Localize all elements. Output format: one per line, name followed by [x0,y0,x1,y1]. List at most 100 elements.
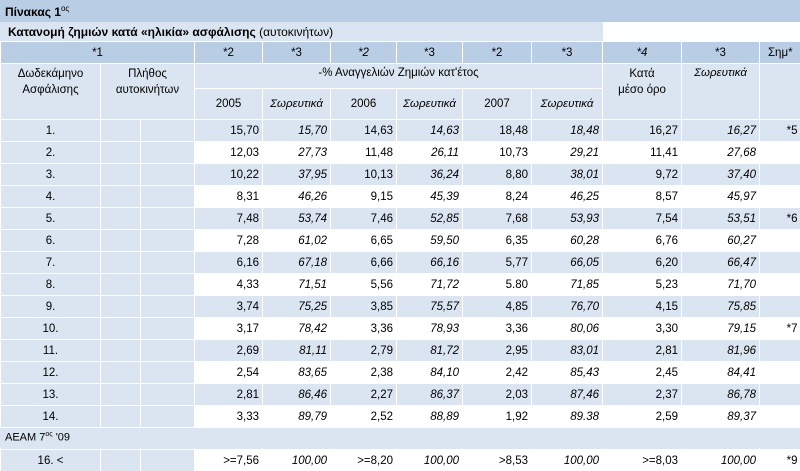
count-cell-b [141,340,195,362]
cum-2007: 76,70 [532,296,603,318]
note-cell [760,252,800,274]
age-cell: 7. [1,252,101,274]
cum-cell: 66,47 [682,252,760,274]
table-subtitle-bold: Κατανομή ζημιών κατά «ηλικία» ασφάλισης [8,25,256,39]
value-2005: 2,69 [195,340,263,362]
cum-2006: 26,11 [397,142,463,164]
count-header-line2: αυτοκινήτων [104,82,191,98]
cum-2005: 81,11 [263,340,331,362]
age-cell: 5. [1,208,101,230]
note-cell [760,142,800,164]
year-2007-cum: Σωρευτικά [532,89,603,120]
cum-2006: 45,39 [397,186,463,208]
value-2007: 6,35 [463,230,532,252]
count-cell-a [101,406,141,428]
note-cell: *5 [760,120,800,142]
mark-cell: *3 [682,42,760,64]
note-cell [760,164,800,186]
avg-header-line1: Κατά [606,66,678,82]
avg-cell: 2,37 [603,384,682,406]
cum-cell: 37,40 [682,164,760,186]
cum-cell: 53,51 [682,208,760,230]
footer-sup: ος [45,431,52,438]
mark-cell: *2 [463,42,532,64]
cum-2007: 53,93 [532,208,603,230]
value-2005: 6,16 [195,252,263,274]
cum-2005: 78,42 [263,318,331,340]
cum-2006: 88,89 [397,406,463,428]
cum-2007: 89.38 [532,406,603,428]
avg-cell: 6,76 [603,230,682,252]
value-2007: 2,03 [463,384,532,406]
count-cell-b [141,230,195,252]
cum-2006: 59,50 [397,230,463,252]
count-cell-a [101,252,141,274]
avg-cell: 11,41 [603,142,682,164]
value-2006: 2,79 [331,340,397,362]
value-2006: 2,27 [331,384,397,406]
count-cell-a [101,208,141,230]
table-title: Πίνακας 1ος [5,4,69,19]
note-cell [760,406,800,428]
cum-2005: 53,74 [263,208,331,230]
count-cell-a [101,318,141,340]
cum-2007: 18,48 [532,120,603,142]
value-2007: 10,73 [463,142,532,164]
value-2007: >8,53 [463,450,532,471]
cum-2007: 87,46 [532,384,603,406]
age-cell: 12. [1,362,101,384]
cum-2006: 81,72 [397,340,463,362]
table-title-text: Πίνακας 1 [5,5,61,19]
count-cell-a [101,142,141,164]
count-cell-a [101,384,141,406]
count-cell-a [101,186,141,208]
count-cell-b [141,252,195,274]
value-2006: 7,46 [331,208,397,230]
value-2006: 2,52 [331,406,397,428]
table-title-bar: Πίνακας 1ος [0,0,800,23]
value-2005: 3,74 [195,296,263,318]
note-header [760,64,800,120]
cum-2006: 86,37 [397,384,463,406]
footer-main: ΑΕΑΜ 7 [5,432,45,444]
value-2007: 8,80 [463,164,532,186]
note-cell: *9 [760,450,800,471]
cum-2006: 14,63 [397,120,463,142]
avg-cell: 2,45 [603,362,682,384]
data-table: *1 *2 *3 *2 *3 *2 *3 *4 *3 Σημ* Δωδεκάμη… [0,41,800,471]
note-cell [760,384,800,406]
count-cell-b [141,142,195,164]
value-2005: 7,28 [195,230,263,252]
marks-row: *1 *2 *3 *2 *3 *2 *3 *4 *3 Σημ* [1,42,800,64]
cum-2007: 66,05 [532,252,603,274]
count-cell-b [141,362,195,384]
footer-text: ΑΕΑΜ 7ος '09 [5,431,70,444]
count-cell-b [141,450,195,471]
age-cell: 16. < [1,450,101,471]
count-cell-b [141,164,195,186]
age-cell: 3. [1,164,101,186]
cum-2006: 71,72 [397,274,463,296]
mark-cell: *4 [603,42,682,64]
cum-cell: 45,97 [682,186,760,208]
mark-cell: *3 [263,42,331,64]
avg-header: Κατά μέσο όρο [603,64,682,120]
cum-2006: 75,57 [397,296,463,318]
cum-2007: 100,00 [532,450,603,471]
cum-2007: 46,25 [532,186,603,208]
value-2006: 5,56 [331,274,397,296]
value-2005: 15,70 [195,120,263,142]
table-title-sup: ος [61,4,69,13]
cum-cell: 81,96 [682,340,760,362]
cum-2007: 83,01 [532,340,603,362]
cum-2005: 89,79 [263,406,331,428]
count-cell-a [101,340,141,362]
